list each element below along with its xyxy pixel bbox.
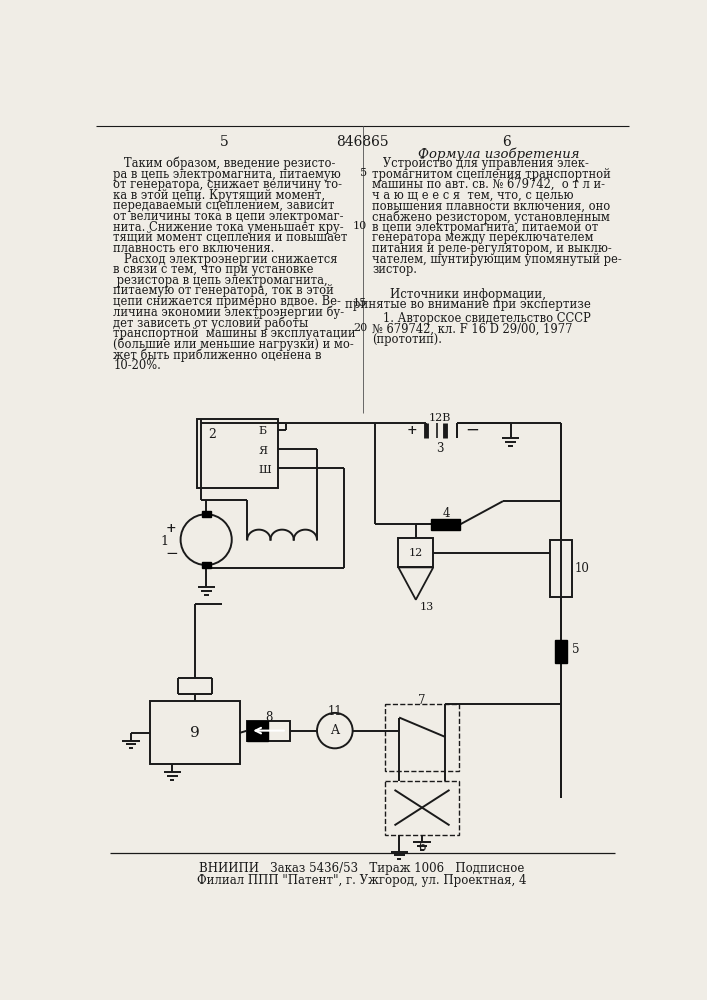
Bar: [247, 721, 268, 741]
Text: 1: 1: [160, 535, 168, 548]
Text: 10: 10: [575, 562, 590, 575]
Text: 15: 15: [353, 298, 368, 308]
Bar: [385, 781, 459, 835]
Text: A: A: [330, 724, 339, 737]
Text: 1. Авторское свидетельство СССР: 1. Авторское свидетельство СССР: [372, 312, 591, 325]
Text: 6: 6: [503, 135, 511, 149]
Text: жет быть приближенно оценена в: жет быть приближенно оценена в: [113, 348, 322, 362]
Text: питания и реле-регулятором, и выклю-: питания и реле-регулятором, и выклю-: [372, 242, 612, 255]
Text: транспортной  машины в эксплуатации: транспортной машины в эксплуатации: [113, 327, 356, 340]
Bar: [555, 640, 567, 663]
Text: 4: 4: [443, 507, 450, 520]
Text: в цепи электромагнита, питаемой от: в цепи электромагнита, питаемой от: [372, 221, 598, 234]
Text: 11: 11: [327, 705, 342, 718]
Bar: [550, 540, 572, 597]
Text: личина экономии электроэнергии бу-: личина экономии электроэнергии бу-: [113, 306, 344, 319]
Text: 5: 5: [572, 643, 580, 656]
Text: Филиал ППП "Патент", г. Ужгород, ул. Проектная, 4: Филиал ППП "Патент", г. Ужгород, ул. Про…: [197, 874, 527, 887]
Text: 7: 7: [419, 694, 426, 707]
Text: 3: 3: [436, 442, 443, 455]
Text: в связи с тем, что при установке: в связи с тем, что при установке: [113, 263, 314, 276]
Text: 6: 6: [419, 841, 426, 854]
Text: питаемую от генератора, ток в этой: питаемую от генератора, ток в этой: [113, 284, 334, 297]
Text: чателем, шунтирующим упомянутый ре-: чателем, шунтирующим упомянутый ре-: [372, 253, 621, 266]
Text: 10: 10: [353, 221, 368, 231]
Circle shape: [317, 713, 353, 748]
Text: тромагнитом сцепления транспортной: тромагнитом сцепления транспортной: [372, 168, 611, 181]
Text: Расход электроэнергии снижается: Расход электроэнергии снижается: [113, 253, 338, 266]
Text: Устройство для управления элек-: Устройство для управления элек-: [372, 157, 589, 170]
Text: передаваемый сцеплением, зависит: передаваемый сцеплением, зависит: [113, 199, 334, 212]
Text: машины по авт. св. № 679742,  о т л и-: машины по авт. св. № 679742, о т л и-: [372, 178, 605, 191]
Text: генератора между переключателем: генератора между переключателем: [372, 231, 593, 244]
Bar: [201, 562, 211, 568]
Text: 10-20%.: 10-20%.: [113, 359, 161, 372]
Text: ВНИИПИ   Заказ 5436/53   Тираж 1006   Подписное: ВНИИПИ Заказ 5436/53 Тираж 1006 Подписно…: [199, 862, 525, 875]
Text: ка в этой цепи. Крутящий момент,: ка в этой цепи. Крутящий момент,: [113, 189, 325, 202]
Text: 846865: 846865: [336, 135, 388, 149]
Text: снабжено резистором, установленным: снабжено резистором, установленным: [372, 210, 610, 224]
Text: нита. Снижение тока уменьшает кру-: нита. Снижение тока уменьшает кру-: [113, 221, 344, 234]
Text: +: +: [407, 424, 417, 437]
Text: ра в цепь электромагнита, питаемую: ра в цепь электромагнита, питаемую: [113, 168, 341, 181]
Text: Формула изобретения: Формула изобретения: [419, 147, 580, 161]
Bar: [398, 538, 433, 567]
Text: 8: 8: [265, 711, 272, 724]
Text: тящий момент сцепления и повышает: тящий момент сцепления и повышает: [113, 231, 348, 244]
Text: № 679742, кл. F 16 D 29/00, 1977: № 679742, кл. F 16 D 29/00, 1977: [372, 323, 573, 336]
Text: 2: 2: [208, 428, 216, 441]
Text: 9: 9: [190, 726, 200, 740]
Text: (большие или меньшие нагрузки) и мо-: (большие или меньшие нагрузки) и мо-: [113, 338, 354, 351]
Bar: [201, 511, 211, 517]
Text: −: −: [465, 422, 479, 439]
Text: +: +: [166, 522, 177, 535]
Text: Таким образом, введение резисто-: Таким образом, введение резисто-: [113, 157, 336, 170]
Text: резистора в цепь электромагнита,: резистора в цепь электромагнита,: [113, 274, 328, 287]
Bar: [247, 721, 290, 741]
Text: 12: 12: [409, 548, 423, 558]
Text: 12В: 12В: [428, 413, 450, 423]
Bar: [197, 419, 279, 488]
Bar: [151, 701, 240, 764]
Text: 5: 5: [361, 168, 368, 178]
Text: повышения плавности включения, оно: повышения плавности включения, оно: [372, 199, 610, 212]
Text: Б: Б: [259, 426, 267, 436]
Text: принятые во внимание при экспертизе: принятые во внимание при экспертизе: [345, 298, 591, 311]
Circle shape: [180, 514, 232, 565]
Text: ч а ю щ е е с я  тем, что, с целью: ч а ю щ е е с я тем, что, с целью: [372, 189, 573, 202]
Text: от величины тока в цепи электромаг-: от величины тока в цепи электромаг-: [113, 210, 344, 223]
Text: 13: 13: [420, 602, 434, 612]
Text: Ш: Ш: [259, 465, 271, 475]
Text: (прототип).: (прототип).: [372, 333, 442, 346]
Text: 20: 20: [353, 323, 368, 333]
Text: цепи снижается примерно вдвое. Ве-: цепи снижается примерно вдвое. Ве-: [113, 295, 341, 308]
Text: Я: Я: [259, 446, 268, 456]
Text: плавность его включения.: плавность его включения.: [113, 242, 274, 255]
Text: дет зависеть от условий работы: дет зависеть от условий работы: [113, 316, 308, 330]
Bar: [385, 704, 459, 771]
Text: −: −: [165, 547, 177, 561]
Text: от генератора, снижает величину то-: от генератора, снижает величину то-: [113, 178, 342, 191]
Text: зистор.: зистор.: [372, 263, 417, 276]
Text: Источники информации,: Источники информации,: [390, 288, 546, 301]
Bar: [431, 519, 460, 530]
Text: 5: 5: [220, 135, 228, 149]
